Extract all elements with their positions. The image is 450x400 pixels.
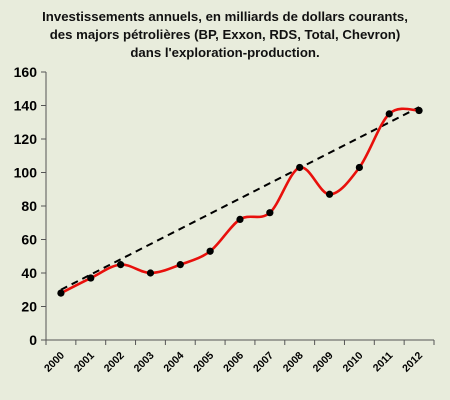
chart-title: Investissements annuels, en milliards de… <box>10 8 440 62</box>
data-point-2009 <box>325 190 334 198</box>
x-tick-label-2: 2002 <box>102 350 127 375</box>
x-tick-label-0: 2000 <box>42 350 67 375</box>
data-point-2006 <box>236 215 244 223</box>
data-point-2007 <box>266 209 274 217</box>
x-tick-label-1: 2001 <box>72 350 97 375</box>
y-tick-label-8: 160 <box>14 64 38 80</box>
data-point-2000 <box>57 289 65 297</box>
y-tick-label-2: 40 <box>21 265 37 281</box>
data-point-2005 <box>206 247 214 255</box>
data-point-2010 <box>355 163 363 172</box>
chart-title-line-2: des majors pétrolières (BP, Exxon, RDS, … <box>49 27 401 42</box>
y-tick-label-4: 80 <box>21 198 37 214</box>
data-point-2001 <box>87 274 95 282</box>
x-tick-label-10: 2010 <box>341 350 366 375</box>
chart-title-line-3: dans l'exploration-production. <box>130 45 320 60</box>
data-point-2004 <box>176 261 184 269</box>
y-tick-label-6: 120 <box>14 131 38 147</box>
x-tick-label-5: 2005 <box>191 350 216 375</box>
data-point-2011 <box>385 110 393 118</box>
y-tick-label-0: 0 <box>29 332 37 348</box>
trend-line <box>60 106 420 291</box>
x-tick-label-11: 2011 <box>371 350 396 375</box>
y-tick-label-3: 60 <box>21 232 37 248</box>
x-tick-label-3: 2003 <box>132 350 157 375</box>
x-tick-label-7: 2007 <box>251 350 276 375</box>
x-tick-label-8: 2008 <box>281 350 306 375</box>
x-tick-label-6: 2006 <box>221 350 246 375</box>
series-line-0 <box>60 107 420 295</box>
x-tick-label-12: 2012 <box>400 350 425 375</box>
y-tick-label-1: 20 <box>21 299 37 315</box>
y-tick-label-5: 100 <box>14 165 38 181</box>
data-point-2003 <box>146 269 155 277</box>
data-point-2012 <box>415 106 423 115</box>
x-tick-label-4: 2004 <box>161 350 186 375</box>
chart-title-line-1: Investissements annuels, en milliards de… <box>42 9 408 24</box>
x-tick-label-9: 2009 <box>311 350 336 375</box>
data-point-2008 <box>296 163 304 172</box>
data-point-2002 <box>117 261 125 269</box>
y-tick-label-7: 140 <box>14 98 38 114</box>
